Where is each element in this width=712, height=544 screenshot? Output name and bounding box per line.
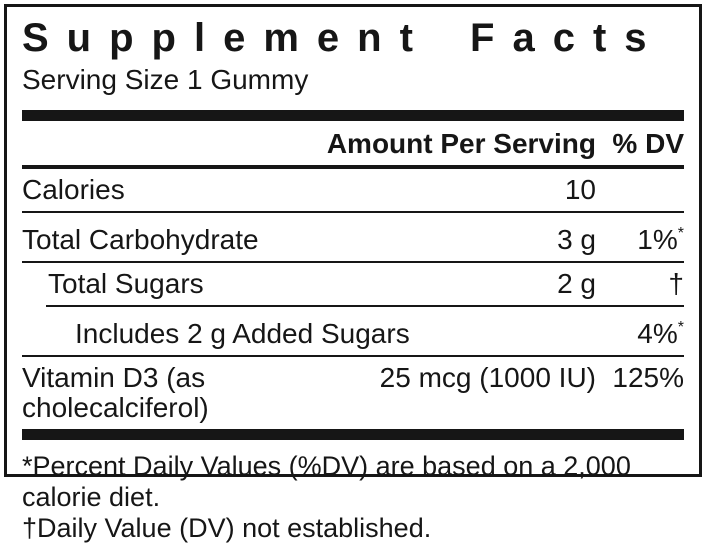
footnote-percent-dv: *Percent Daily Values (%DV) are based on…	[22, 451, 631, 512]
nutrient-name: Vitamin D3 (as cholecalciferol)	[22, 362, 209, 423]
nutrient-amount: 3 g	[557, 224, 596, 255]
nutrient-amount: 25 mcg (1000 IU)	[379, 362, 596, 393]
nutrient-name: Includes 2 g Added Sugars	[75, 318, 410, 349]
column-header-amount: Amount Per Serving	[326, 128, 596, 159]
nutrient-amount: 2 g	[557, 268, 596, 299]
nutrient-dv: 1%*	[596, 219, 684, 255]
divider-row-indented	[46, 305, 684, 307]
nutrient-dv: 125%	[612, 362, 684, 393]
footnote-daily-value: †Daily Value (DV) not established.	[22, 513, 432, 543]
divider-under-header	[22, 165, 684, 169]
nutrient-name: Total Carbohydrate	[22, 224, 259, 255]
nutrient-dv: 4%*	[596, 313, 684, 349]
nutrient-dv: †	[668, 268, 684, 299]
footnote-marker-asterisk: *	[677, 225, 684, 242]
divider-row	[22, 355, 684, 357]
column-header-row: Amount Per Serving % DV	[22, 121, 684, 165]
nutrient-row-total-sugars: Total Sugars 2 g †	[22, 263, 684, 305]
divider-heavy-bottom	[22, 429, 684, 440]
divider-row	[22, 211, 684, 213]
nutrient-dv-value: 1%	[637, 224, 678, 255]
supplement-facts-panel: Supplement Facts Serving Size 1 Gummy Am…	[4, 4, 702, 543]
nutrient-amount: 10	[564, 174, 596, 205]
nutrient-row-vitamin-d3: Vitamin D3 (as cholecalciferol) 25 mcg (…	[22, 357, 684, 429]
nutrient-row-added-sugars: Includes 2 g Added Sugars 4%*	[22, 307, 684, 355]
nutrient-row-total-carbohydrate: Total Carbohydrate 3 g 1%*	[22, 213, 684, 261]
nutrient-dv-value: 4%	[637, 318, 678, 349]
divider-heavy-top	[22, 110, 684, 121]
footnote-marker-asterisk: *	[677, 319, 684, 336]
serving-size: Serving Size 1 Gummy	[22, 64, 309, 95]
panel-title: Supplement Facts	[22, 16, 665, 60]
column-header-dv: % DV	[612, 128, 684, 159]
nutrient-name: Calories	[22, 174, 125, 205]
nutrient-row-calories: Calories 10	[22, 169, 684, 211]
nutrient-name: Total Sugars	[48, 268, 204, 299]
divider-row	[22, 261, 684, 263]
